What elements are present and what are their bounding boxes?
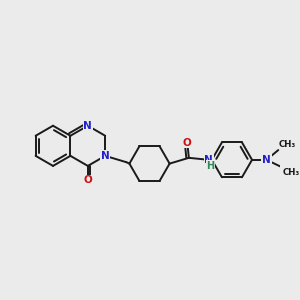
Text: N: N (262, 155, 271, 165)
Text: N: N (101, 151, 110, 161)
Text: CH₃: CH₃ (283, 168, 300, 177)
Text: N: N (205, 155, 213, 165)
Text: N: N (83, 121, 92, 131)
Text: CH₃: CH₃ (278, 140, 296, 149)
Text: H: H (206, 161, 214, 171)
Text: O: O (183, 138, 192, 148)
Text: O: O (83, 176, 92, 185)
